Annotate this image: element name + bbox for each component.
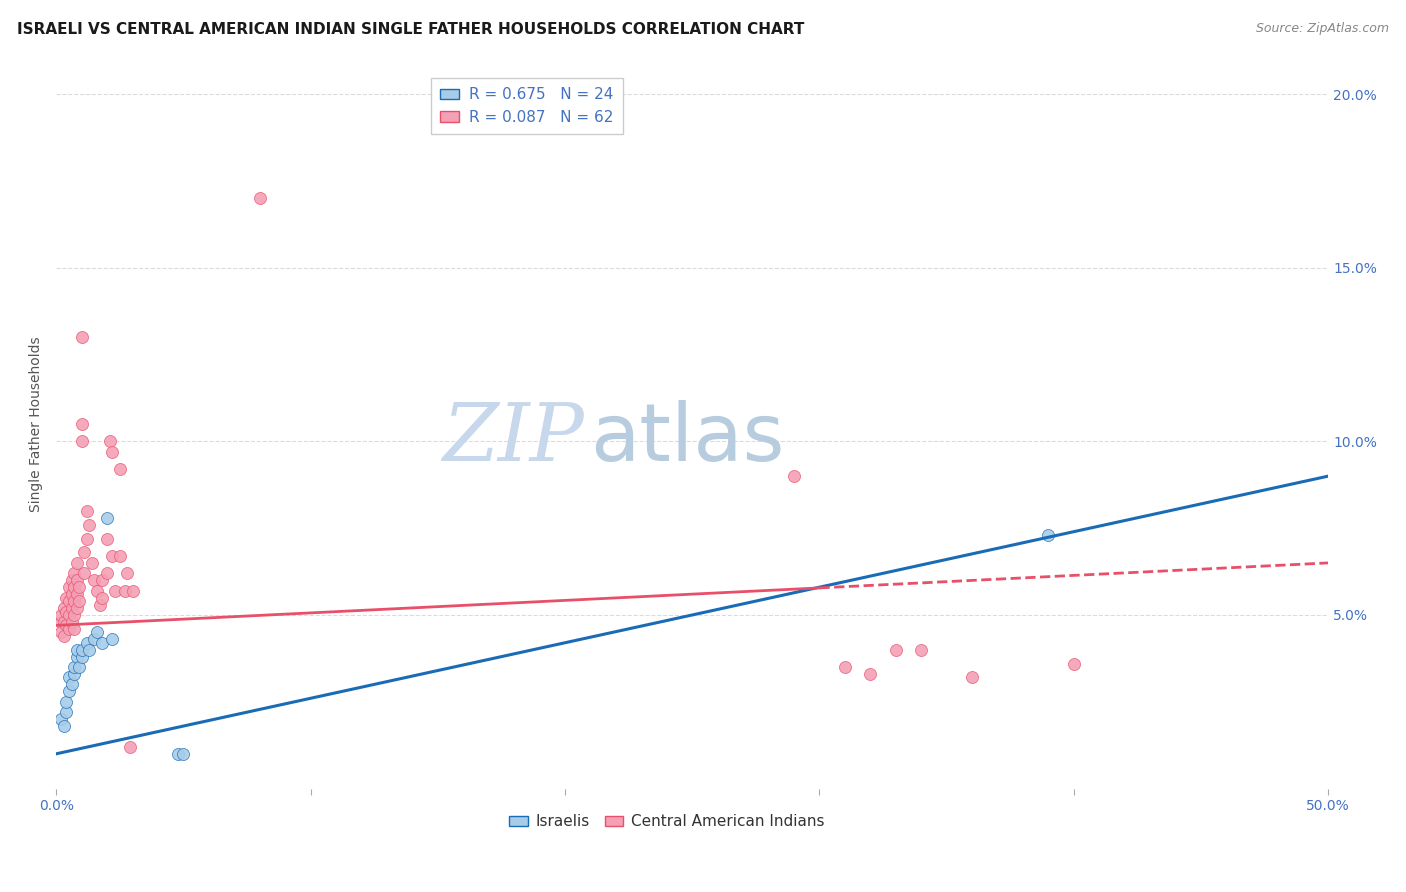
- Point: [58, 594, 80, 608]
- Point: [55, 605, 77, 619]
- Point: [83, 574, 105, 588]
- Point: [859, 667, 882, 681]
- Point: [76, 504, 98, 518]
- Point: [76, 532, 98, 546]
- Point: [51, 625, 73, 640]
- Point: [96, 510, 118, 524]
- Point: [65, 587, 87, 601]
- Point: [70, 330, 93, 344]
- Y-axis label: Single Father Households: Single Father Households: [30, 336, 44, 512]
- Point: [167, 747, 190, 761]
- Point: [51, 712, 73, 726]
- Point: [73, 545, 96, 559]
- Point: [63, 622, 86, 636]
- Point: [884, 642, 907, 657]
- Point: [58, 670, 80, 684]
- Legend: Israelis, Central American Indians: Israelis, Central American Indians: [503, 808, 831, 836]
- Point: [63, 580, 86, 594]
- Point: [58, 684, 80, 698]
- Point: [91, 574, 114, 588]
- Point: [51, 607, 73, 622]
- Point: [55, 695, 77, 709]
- Point: [60, 677, 83, 691]
- Point: [52, 601, 75, 615]
- Point: [249, 191, 271, 205]
- Point: [783, 469, 806, 483]
- Point: [114, 583, 136, 598]
- Point: [108, 462, 131, 476]
- Point: [89, 598, 111, 612]
- Point: [101, 549, 124, 563]
- Point: [104, 583, 127, 598]
- Point: [1063, 657, 1085, 671]
- Point: [172, 747, 194, 761]
- Point: [960, 670, 983, 684]
- Point: [60, 587, 83, 601]
- Text: ZIP: ZIP: [443, 400, 583, 477]
- Point: [108, 549, 131, 563]
- Point: [52, 615, 75, 629]
- Point: [121, 583, 143, 598]
- Point: [96, 532, 118, 546]
- Point: [63, 566, 86, 581]
- Point: [83, 632, 105, 647]
- Point: [70, 642, 93, 657]
- Text: Source: ZipAtlas.com: Source: ZipAtlas.com: [1256, 22, 1389, 36]
- Point: [65, 556, 87, 570]
- Point: [96, 566, 118, 581]
- Point: [60, 601, 83, 615]
- Point: [65, 574, 87, 588]
- Text: ISRAELI VS CENTRAL AMERICAN INDIAN SINGLE FATHER HOUSEHOLDS CORRELATION CHART: ISRAELI VS CENTRAL AMERICAN INDIAN SINGL…: [17, 22, 804, 37]
- Point: [51, 615, 73, 629]
- Point: [76, 636, 98, 650]
- Point: [65, 649, 87, 664]
- Point: [63, 594, 86, 608]
- Point: [67, 594, 90, 608]
- Point: [70, 434, 93, 449]
- Point: [63, 667, 86, 681]
- Point: [52, 629, 75, 643]
- Point: [86, 625, 108, 640]
- Point: [55, 618, 77, 632]
- Point: [91, 591, 114, 605]
- Point: [58, 607, 80, 622]
- Point: [58, 580, 80, 594]
- Point: [91, 636, 114, 650]
- Point: [1038, 528, 1060, 542]
- Point: [118, 739, 141, 754]
- Point: [70, 649, 93, 664]
- Point: [834, 660, 856, 674]
- Point: [65, 642, 87, 657]
- Point: [63, 660, 86, 674]
- Text: atlas: atlas: [591, 400, 785, 477]
- Point: [65, 601, 87, 615]
- Point: [67, 660, 90, 674]
- Point: [117, 566, 139, 581]
- Point: [60, 615, 83, 629]
- Point: [80, 556, 103, 570]
- Point: [63, 607, 86, 622]
- Point: [67, 580, 90, 594]
- Point: [52, 719, 75, 733]
- Point: [60, 574, 83, 588]
- Point: [101, 445, 124, 459]
- Point: [98, 434, 121, 449]
- Point: [79, 517, 101, 532]
- Point: [101, 632, 124, 647]
- Point: [58, 622, 80, 636]
- Point: [55, 591, 77, 605]
- Point: [70, 417, 93, 431]
- Point: [86, 583, 108, 598]
- Point: [73, 566, 96, 581]
- Point: [55, 705, 77, 719]
- Point: [910, 642, 932, 657]
- Point: [79, 642, 101, 657]
